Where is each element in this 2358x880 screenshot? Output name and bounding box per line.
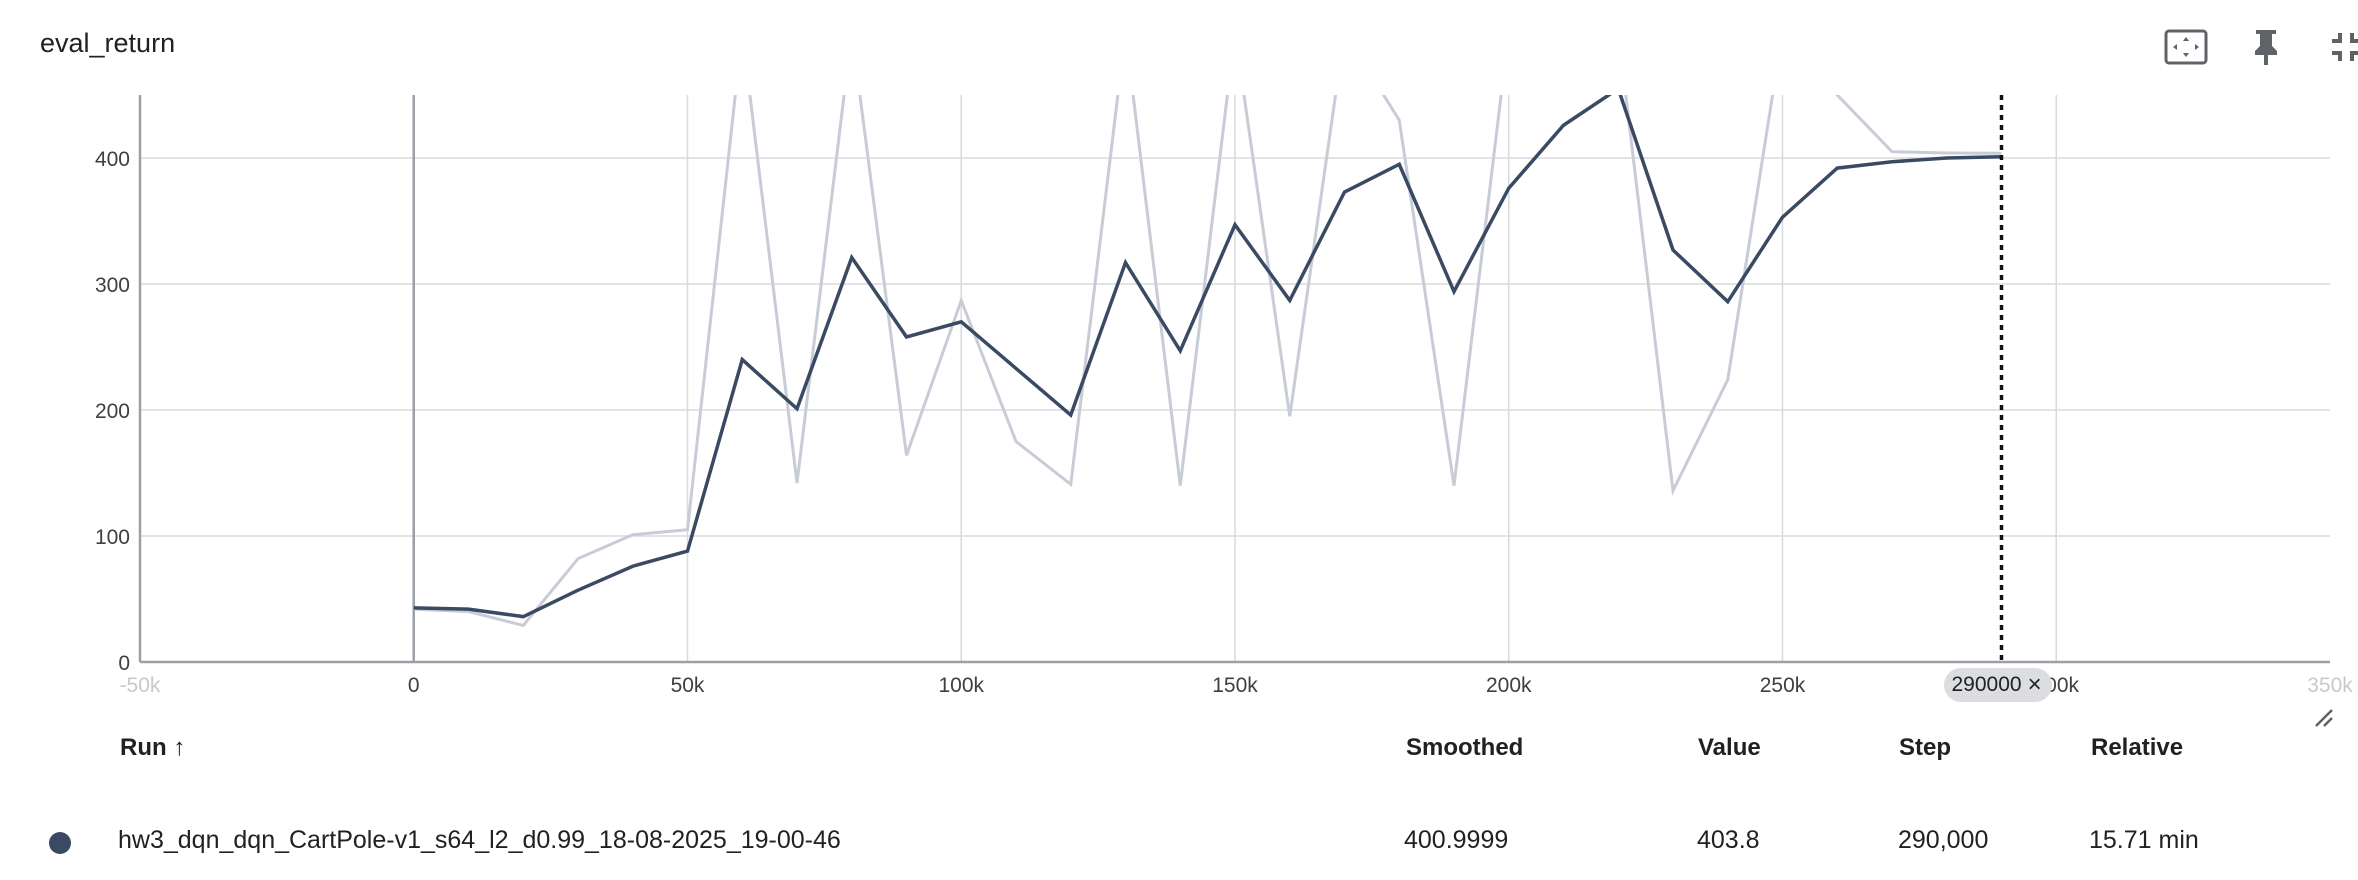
raw-series-line: [413, 95, 2002, 628]
step-cursor-badge[interactable]: 290000 ×: [1943, 668, 2052, 702]
legend-header-row: Run ↑ Smoothed Value Step Relative: [0, 724, 2358, 772]
run-column-header[interactable]: Run ↑: [120, 734, 186, 761]
x-tick-label: 250k: [1760, 674, 1806, 697]
relative-column-header[interactable]: Relative: [2091, 734, 2184, 761]
smoothed-series-line: [413, 95, 2002, 619]
card-title: eval_return: [40, 28, 176, 58]
run-color-swatch: [49, 832, 71, 854]
y-tick-label: 0: [118, 652, 130, 675]
close-icon[interactable]: ×: [2027, 671, 2042, 698]
x-tick-label: 100k: [938, 674, 984, 697]
smoothed-value: 400.9999: [1404, 826, 1509, 854]
raw-value: 403.8: [1697, 826, 1760, 854]
collapse-icon: [2332, 33, 2358, 61]
y-tick-label: 400: [95, 148, 130, 171]
fit-domain-button[interactable]: [2161, 22, 2211, 72]
legend-table: Run ↑ Smoothed Value Step Relative hw3_d…: [0, 724, 2358, 854]
fit-to-data-icon: [2164, 29, 2208, 65]
legend-row[interactable]: hw3_dqn_dqn_CartPole-v1_s64_l2_d0.99_18-…: [0, 772, 2358, 854]
collapse-button[interactable]: [2321, 22, 2358, 72]
x-tick-label: 200k: [1486, 674, 1532, 697]
series-group: [413, 95, 2002, 628]
y-tick-label: 300: [95, 274, 130, 297]
y-tick-label: 200: [95, 400, 130, 423]
x-tick-label: 350k: [2307, 674, 2353, 697]
value-column-header[interactable]: Value: [1698, 734, 1761, 761]
resize-handle-icon[interactable]: [2312, 706, 2334, 728]
run-name: hw3_dqn_dqn_CartPole-v1_s64_l2_d0.99_18-…: [118, 826, 841, 854]
smoothed-column-header[interactable]: Smoothed: [1406, 734, 1524, 761]
x-tick-label: -50k: [120, 674, 161, 697]
relative-time: 15.71 min: [2089, 826, 2199, 854]
pin-button[interactable]: [2241, 22, 2291, 72]
x-tick-label: 150k: [1212, 674, 1258, 697]
y-tick-label: 100: [95, 526, 130, 549]
step-column-header[interactable]: Step: [1899, 734, 1952, 761]
step-value: 290,000: [1898, 826, 1989, 854]
pin-icon: [2255, 30, 2277, 65]
cursor-step-label: 290000: [1951, 673, 2022, 696]
x-tick-label: 0: [408, 674, 420, 697]
x-tick-label: 50k: [671, 674, 705, 697]
